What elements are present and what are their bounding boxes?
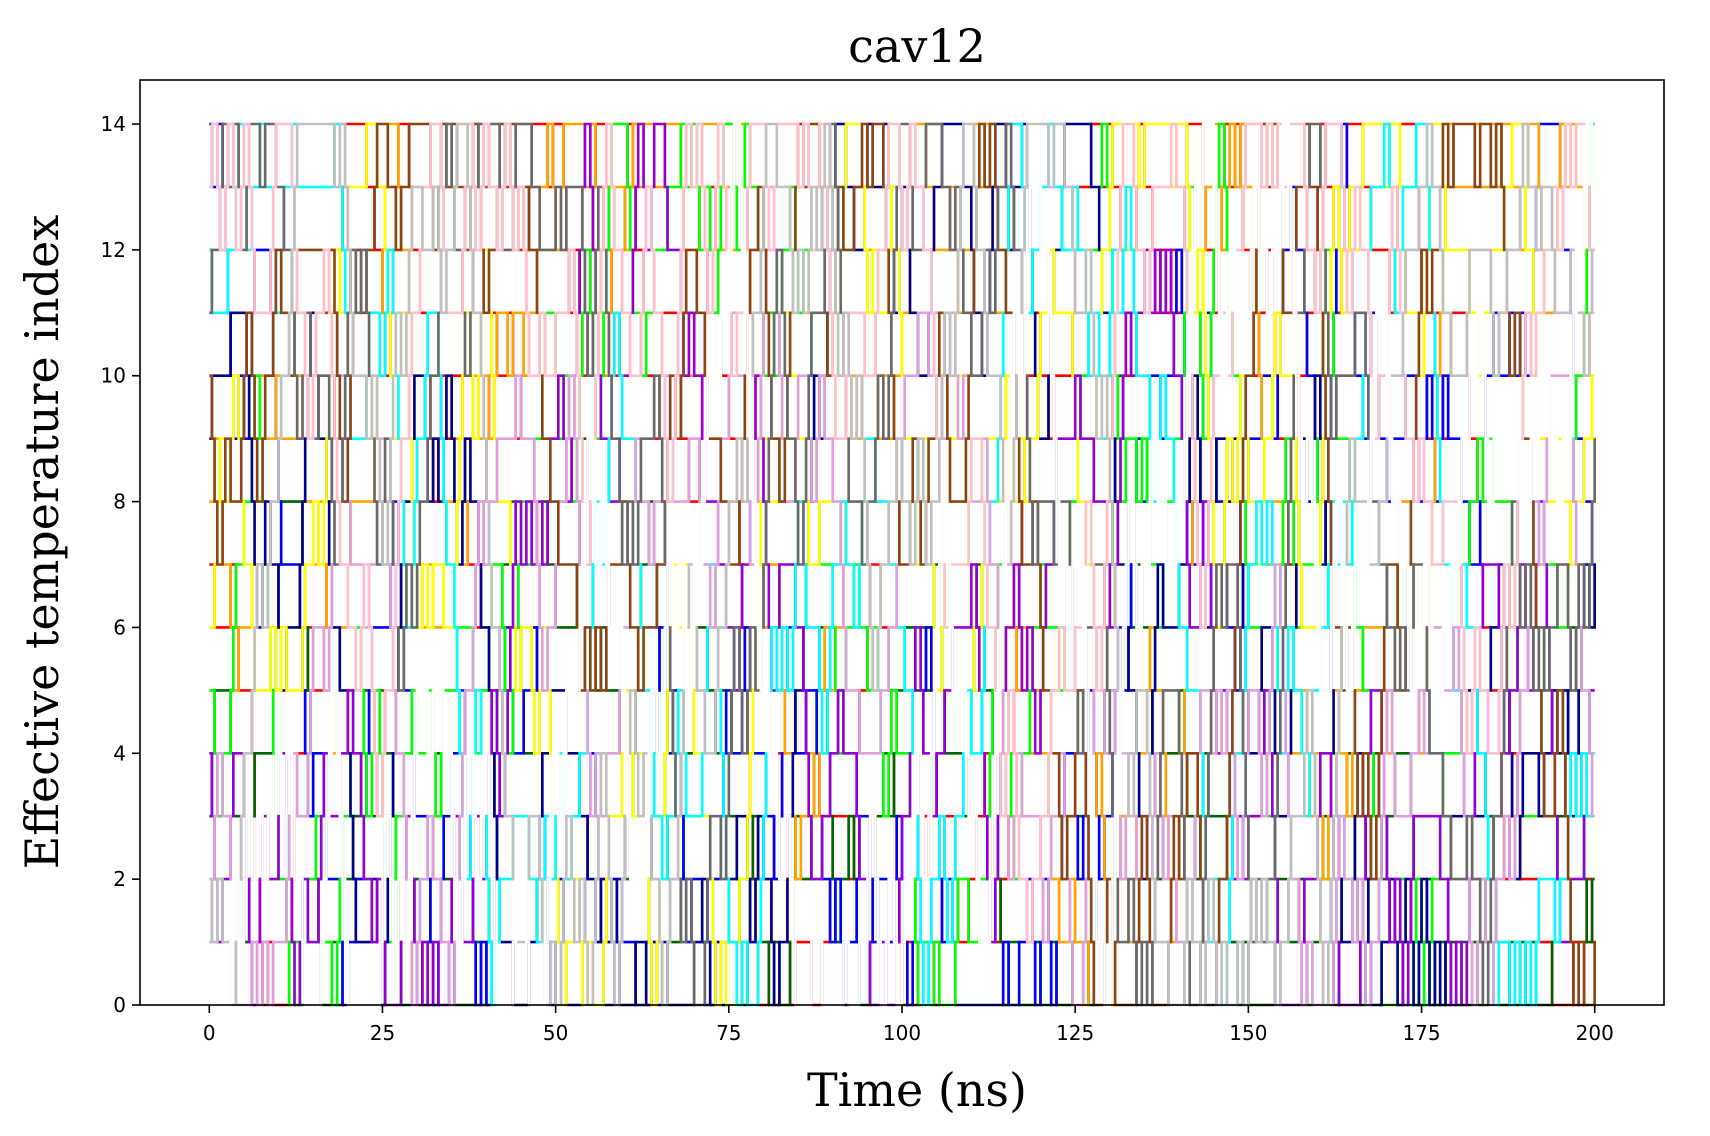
series-line-14 [209, 122, 1595, 1007]
series-line-15 [209, 122, 1595, 1007]
y-tick-label: 12 [101, 238, 126, 262]
x-tick-label: 100 [883, 1021, 921, 1045]
x-axis-label: Time (ns) [807, 1063, 1027, 1117]
x-tick-label: 0 [203, 1021, 216, 1045]
series-line-12 [209, 122, 1596, 1007]
series-line-7 [209, 122, 1595, 1007]
x-axis: 0 25 50 75 100 125 150 175 200 [203, 1005, 1614, 1045]
y-tick-label: 8 [113, 490, 126, 514]
y-tick-label: 0 [113, 993, 126, 1017]
y-tick-label: 6 [113, 615, 126, 639]
y-tick-label: 4 [113, 741, 126, 765]
x-tick-label: 175 [1402, 1021, 1440, 1045]
series-line-13 [209, 122, 1595, 944]
plot-area [209, 122, 1596, 1007]
series-line-9 [209, 122, 1595, 1007]
x-tick-label: 50 [543, 1021, 568, 1045]
x-tick-label: 200 [1576, 1021, 1614, 1045]
x-tick-label: 25 [370, 1021, 395, 1045]
chart-title: cav12 [848, 19, 986, 73]
y-axis-label: Effective temperature index [15, 215, 69, 870]
x-tick-label: 150 [1229, 1021, 1267, 1045]
y-tick-label: 10 [101, 364, 126, 388]
y-tick-label: 2 [113, 867, 126, 891]
y-tick-label: 14 [101, 112, 126, 136]
x-tick-label: 75 [716, 1021, 741, 1045]
series-line-8 [209, 122, 1595, 1007]
y-axis: 0 2 4 6 8 10 12 14 [101, 112, 140, 1017]
series-line-10 [209, 185, 1595, 1007]
x-tick-label: 125 [1056, 1021, 1094, 1045]
